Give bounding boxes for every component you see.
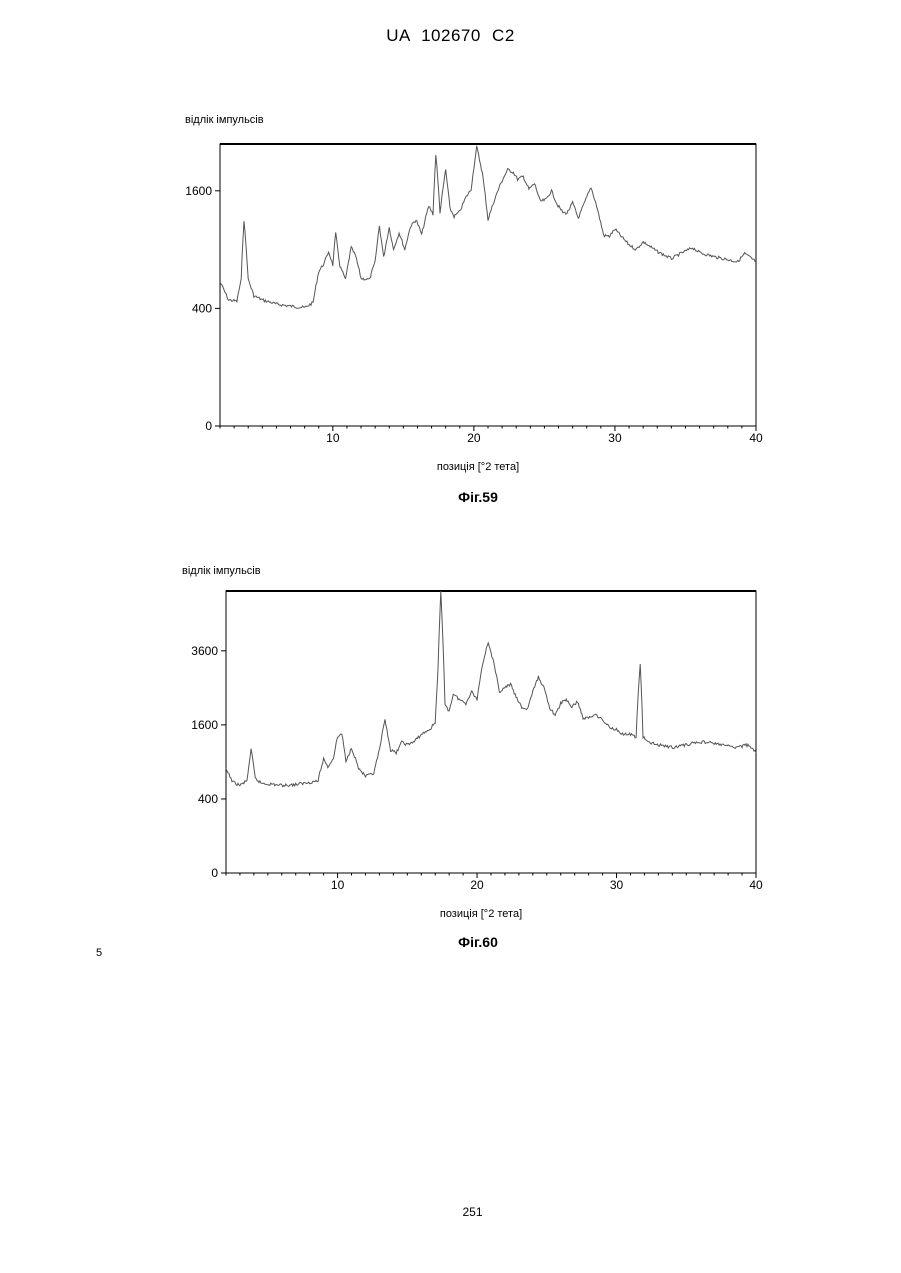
plot-frame <box>226 591 756 873</box>
fig60-xrd-chart: 10203040040016003600позиція [°2 тета] <box>0 0 901 930</box>
x-tick-label: 10 <box>331 878 345 892</box>
y-tick-label: 0 <box>211 866 218 880</box>
diffraction-pattern-line <box>226 591 756 787</box>
page-number: 251 <box>0 1205 901 1219</box>
line-number: 5 <box>96 947 102 959</box>
y-tick-label: 1600 <box>191 718 218 732</box>
x-tick-label: 30 <box>610 878 624 892</box>
y-tick-label: 400 <box>198 792 218 806</box>
x-axis-label: позиція [°2 тета] <box>440 908 522 920</box>
x-tick-label: 20 <box>470 878 484 892</box>
fig60-caption: Фіг.60 <box>0 934 901 950</box>
x-tick-label: 40 <box>749 878 763 892</box>
y-tick-label: 3600 <box>191 644 218 658</box>
